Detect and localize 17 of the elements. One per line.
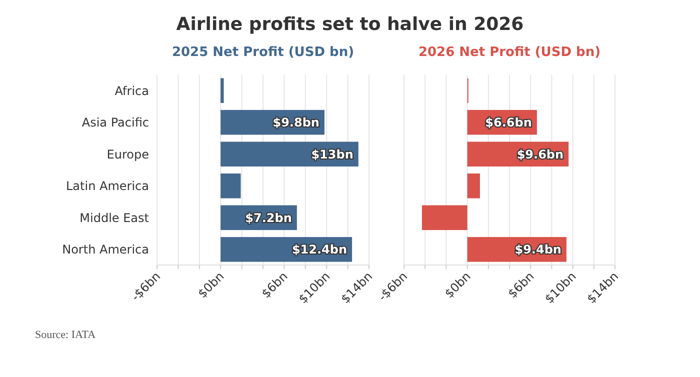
data-label: $9.8bn — [272, 116, 320, 130]
data-label: $13bn — [311, 147, 354, 162]
chart-title: Airline profits set to halve in 2026 — [176, 14, 524, 35]
data-label: $9.4bn — [514, 242, 562, 257]
source-note: Source: IATA — [35, 329, 96, 341]
data-label: $9.6bn — [516, 147, 564, 162]
y-tick-label: Latin America — [66, 179, 149, 194]
y-tick-label: North America — [62, 242, 149, 257]
y-tick-label: Middle East — [80, 210, 150, 225]
data-label: $7.2bn — [245, 210, 292, 225]
data-label: $6.6bn — [485, 116, 532, 130]
chart-subtitle: 2026 Net Profit (USD bn) — [418, 45, 601, 60]
chart-subtitle: 2025 Net Profit (USD bn) — [172, 45, 354, 60]
y-tick-label: Africa — [114, 84, 149, 98]
y-tick-label: Asia Pacific — [82, 116, 149, 130]
data-label: $12.4bn — [292, 242, 348, 257]
y-tick-label: Europe — [106, 147, 149, 162]
